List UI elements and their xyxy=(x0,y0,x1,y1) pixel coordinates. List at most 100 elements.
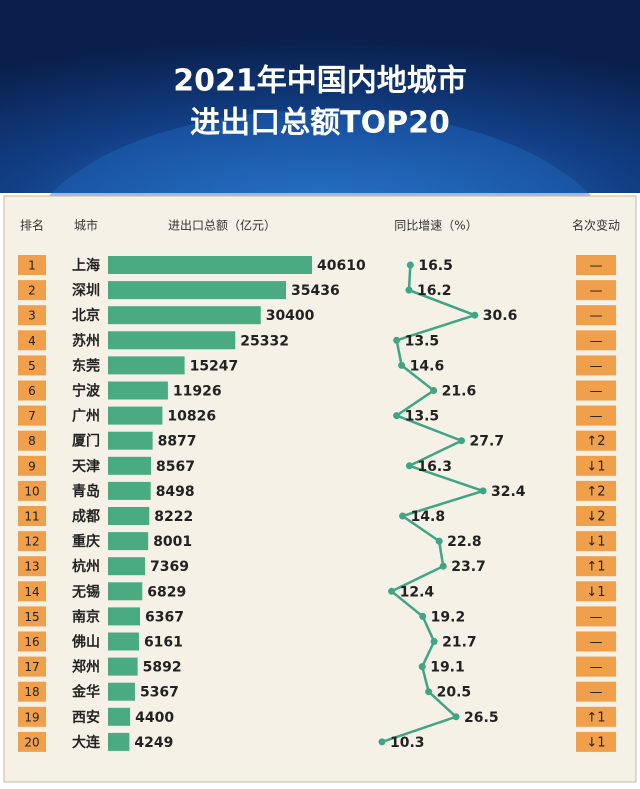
change-box xyxy=(576,606,616,627)
category-label: 厦门 xyxy=(72,433,100,450)
rank: 14 xyxy=(24,585,39,599)
category-label: 佛山 xyxy=(71,634,100,651)
value-label: 7369 xyxy=(150,559,189,575)
value-label: 10826 xyxy=(167,409,216,425)
value-label: 5367 xyxy=(140,685,179,701)
rank: 9 xyxy=(28,459,36,473)
rank-box xyxy=(18,305,46,326)
category-label: 深圳 xyxy=(72,282,100,299)
growth-point xyxy=(393,412,401,420)
rank-change: — xyxy=(590,635,603,650)
rank-box xyxy=(18,656,46,677)
rank-change: ↑2 xyxy=(586,434,605,449)
bar xyxy=(108,657,138,676)
rank-box xyxy=(18,330,46,351)
column-header: 排名 xyxy=(20,218,44,233)
growth-point xyxy=(378,738,386,746)
growth-label: 12.4 xyxy=(400,584,435,600)
rank-change: ↓1 xyxy=(586,459,605,474)
change-box xyxy=(576,556,616,577)
category-label: 南京 xyxy=(72,608,100,625)
rank-box xyxy=(18,531,46,552)
value-label: 15247 xyxy=(190,358,239,374)
rank-change: ↓1 xyxy=(586,535,605,550)
change-box xyxy=(576,631,616,652)
growth-label: 13.5 xyxy=(405,409,440,425)
rank-change: — xyxy=(590,259,603,274)
rank-box xyxy=(18,380,46,401)
bar xyxy=(108,306,261,325)
column-header: 名次变动 xyxy=(572,218,620,233)
value-label: 8222 xyxy=(154,509,193,525)
value-label: 4249 xyxy=(134,735,173,751)
bar xyxy=(108,381,168,400)
bar xyxy=(108,707,131,726)
column-header: 城市 xyxy=(74,218,98,233)
growth-point xyxy=(418,663,426,671)
growth-label: 16.2 xyxy=(417,283,452,299)
rank-change: ↓1 xyxy=(586,585,605,600)
rank-change: ↓1 xyxy=(586,735,605,750)
bar xyxy=(108,256,312,274)
category-label: 大连 xyxy=(72,734,101,751)
growth-point xyxy=(399,512,407,520)
growth-point xyxy=(419,612,427,620)
rank-change: — xyxy=(590,359,603,374)
value-label: 8877 xyxy=(158,434,197,450)
rank: 12 xyxy=(24,535,39,549)
header-background xyxy=(0,0,640,193)
growth-label: 10.3 xyxy=(390,735,425,751)
growth-label: 30.6 xyxy=(483,308,518,324)
value-label: 4400 xyxy=(135,710,174,726)
value-label: 6367 xyxy=(145,609,184,625)
rank-box xyxy=(18,706,46,727)
title-line: 2021年中国内地城市 xyxy=(173,64,467,99)
growth-point xyxy=(393,336,401,344)
rank: 7 xyxy=(28,409,36,423)
growth-label: 22.8 xyxy=(447,534,482,550)
rank: 19 xyxy=(24,710,39,724)
column-header: 进出口总额（亿元） xyxy=(168,218,276,233)
value-label: 8567 xyxy=(156,459,195,475)
growth-label: 13.5 xyxy=(405,333,440,349)
growth-label: 16.3 xyxy=(417,459,452,475)
change-box xyxy=(576,531,616,552)
rank-change: — xyxy=(590,610,603,625)
rank: 10 xyxy=(24,484,39,498)
change-box xyxy=(576,455,616,476)
category-label: 金华 xyxy=(71,684,100,701)
value-label: 6829 xyxy=(147,584,186,600)
change-box xyxy=(576,280,616,301)
rank-box xyxy=(18,255,46,275)
growth-point xyxy=(452,713,460,721)
rank-change: ↑1 xyxy=(586,710,605,725)
rank: 17 xyxy=(24,660,39,674)
rank-box xyxy=(18,606,46,627)
category-label: 苏州 xyxy=(72,332,100,349)
category-label: 郑州 xyxy=(72,659,100,676)
bar xyxy=(108,331,236,350)
growth-line xyxy=(381,264,488,744)
bar xyxy=(108,406,163,425)
rank-box xyxy=(18,405,46,426)
rank-box xyxy=(18,581,46,602)
rank-box xyxy=(18,506,46,526)
growth-point xyxy=(458,437,466,445)
title-line: 进出口总额TOP20 xyxy=(190,106,450,141)
bar xyxy=(108,682,135,701)
rank-box xyxy=(18,681,46,702)
rank-change: ↑2 xyxy=(586,484,605,499)
growth-label: 26.5 xyxy=(464,710,499,726)
change-box xyxy=(576,405,616,426)
change-box xyxy=(576,581,616,602)
growth-point xyxy=(471,311,479,319)
rank-box xyxy=(18,430,46,451)
growth-point xyxy=(430,638,438,645)
growth-point xyxy=(405,462,413,470)
growth-point xyxy=(388,587,396,595)
bar xyxy=(108,632,139,651)
rank-change: — xyxy=(590,660,603,675)
rank: 13 xyxy=(24,560,39,574)
rank-change: — xyxy=(590,334,603,349)
category-label: 杭州 xyxy=(72,558,100,575)
